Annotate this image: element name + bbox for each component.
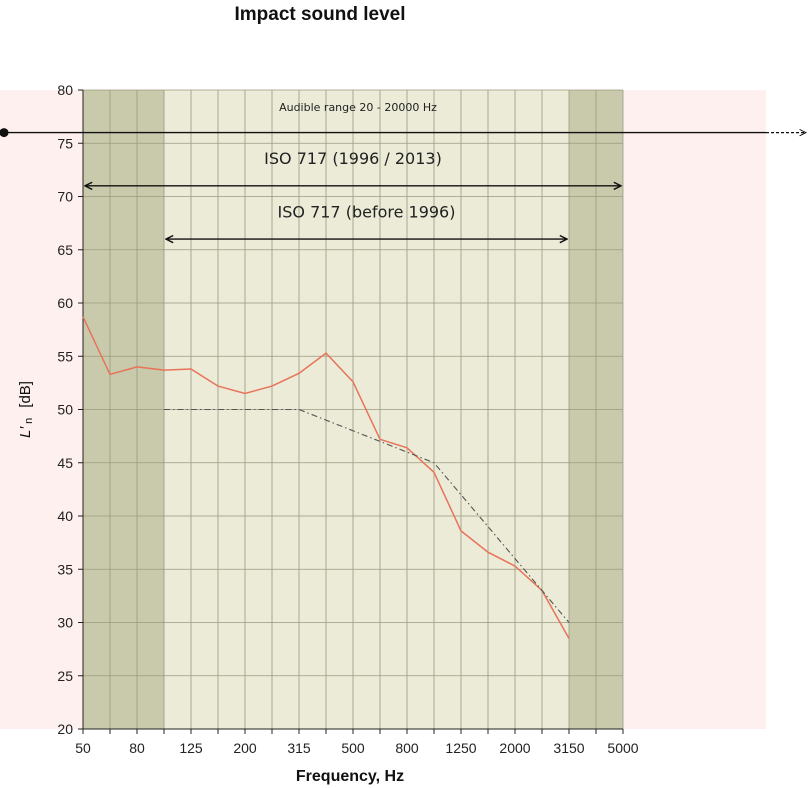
- x-tick-label-80: 80: [129, 740, 145, 756]
- x-tick-label-3150: 3150: [553, 740, 584, 756]
- x-tick-label-500: 500: [341, 740, 365, 756]
- x-tick-label-315: 315: [287, 740, 311, 756]
- y-tick-label-20: 20: [57, 721, 73, 737]
- x-tick-label-800: 800: [395, 740, 419, 756]
- x-tick-label-1250: 1250: [445, 740, 476, 756]
- series-line-1: [164, 408, 570, 623]
- y-tick-label-25: 25: [57, 668, 73, 684]
- y-tick-label-30: 30: [57, 615, 73, 631]
- y-tick-label-70: 70: [57, 189, 73, 205]
- y-tick-label-40: 40: [57, 508, 73, 524]
- x-tick-label-50: 50: [75, 740, 91, 756]
- y-tick-label-35: 35: [57, 561, 73, 577]
- iso-range-label-1: ISO 717 (1996 / 2013): [264, 149, 442, 168]
- x-tick-label-5000: 5000: [607, 740, 638, 756]
- audible-range-label: Audible range 20 - 20000 Hz: [279, 101, 437, 114]
- y-tick-label-55: 55: [57, 348, 73, 364]
- iso-range-label-2: ISO 717 (before 1996): [278, 202, 456, 221]
- y-tick-label-80: 80: [57, 82, 73, 98]
- y-tick-label-65: 65: [57, 242, 73, 258]
- y-tick-label-75: 75: [57, 135, 73, 151]
- x-tick-label-200: 200: [233, 740, 257, 756]
- y-axis-title: L′n[dB]: [17, 381, 35, 438]
- y-tick-label-45: 45: [57, 455, 73, 471]
- audible-range-dot: [0, 128, 9, 138]
- x-tick-label-2000: 2000: [499, 740, 530, 756]
- impact-sound-chart: 20 25 30 35 40 45 50 55 60 65 70 75 80 50 80 125 200 315 5…: [0, 82, 810, 756]
- chart-title: Impact sound level: [234, 4, 406, 25]
- y-tick-label-60: 60: [57, 295, 73, 311]
- x-tick-label-125: 125: [179, 740, 203, 756]
- y-tick-label-50: 50: [57, 402, 73, 418]
- x-axis-title: Frequency, Hz: [295, 768, 405, 785]
